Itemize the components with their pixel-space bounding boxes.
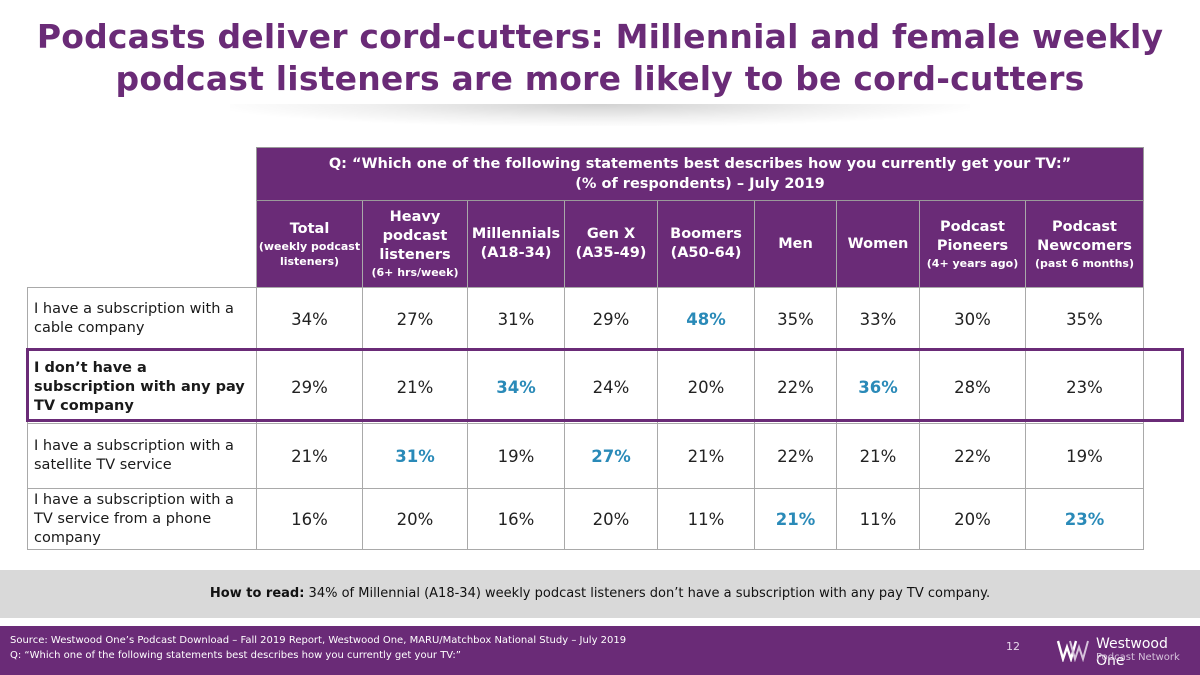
slide-title: Podcasts deliver cord-cutters: Millennia… <box>0 16 1200 100</box>
source-line: Source: Westwood One’s Podcast Download … <box>10 635 627 646</box>
table-cell: 27% <box>362 287 468 351</box>
westwood-one-logo: Westwood One Podcast Network <box>1056 636 1196 669</box>
footer-bar: Source: Westwood One’s Podcast Download … <box>0 626 1200 675</box>
table-cell: 22% <box>754 423 837 489</box>
table-cell-highlight: 23% <box>1025 488 1144 550</box>
table-row-satellite: I have a subscription with a satellite T… <box>27 423 1144 489</box>
table-cell: 22% <box>919 423 1026 489</box>
table-corner <box>27 147 257 201</box>
table-cell: 19% <box>1025 423 1144 489</box>
table-cell: 16% <box>256 488 363 550</box>
table-cell: 11% <box>836 488 920 550</box>
table-cell: 33% <box>836 287 920 351</box>
column-header-millennials: Millennials (A18-34) <box>467 200 565 288</box>
table-cell: 19% <box>467 423 565 489</box>
slide-title-line-1: Podcasts deliver cord-cutters: Millennia… <box>36 17 1164 56</box>
row-label: I have a subscription with a satellite T… <box>27 423 257 489</box>
how-to-read-text: 34% of Millennial (A18-34) weekly podcas… <box>304 586 991 601</box>
column-header-sub: (6+ hrs/week) <box>371 266 459 279</box>
column-header-label: Heavy podcast listeners <box>379 209 451 263</box>
column-header-label: Women <box>847 235 909 252</box>
column-header-sub: (past 6 months) <box>1035 256 1134 270</box>
table-cell-highlight: 21% <box>754 488 837 550</box>
table-cell: 22% <box>754 350 837 424</box>
row-label: I have a subscription with a cable compa… <box>27 287 257 351</box>
question-header-line-2: (% of respondents) – July 2019 <box>575 176 825 192</box>
column-header-label: Men <box>778 235 813 252</box>
table-cell: 29% <box>564 287 658 351</box>
column-header-pioneers: Podcast Pioneers (4+ years ago) <box>919 200 1026 288</box>
column-header-sub: (4+ years ago) <box>926 256 1019 270</box>
column-header-heavy: Heavy podcast listeners (6+ hrs/week) <box>362 200 468 288</box>
table-cell: 21% <box>256 423 363 489</box>
table-cell: 21% <box>836 423 920 489</box>
table-cell: 11% <box>657 488 755 550</box>
table-cell-highlight: 27% <box>564 423 658 489</box>
logo-name: Westwood One <box>1096 636 1168 669</box>
column-header-genx: Gen X (A35-49) <box>564 200 658 288</box>
table-cell: 23% <box>1025 350 1144 424</box>
table-cell: 30% <box>919 287 1026 351</box>
table-cell: 16% <box>467 488 565 550</box>
table-row-phone-company: I have a subscription with a TV service … <box>27 488 1144 550</box>
table-cell: 20% <box>919 488 1026 550</box>
table-cell-highlight: 34% <box>467 350 565 424</box>
table-cell-highlight: 36% <box>836 350 920 424</box>
wave-logo-icon <box>1056 640 1089 662</box>
table-cell: 31% <box>467 287 565 351</box>
table-cell: 20% <box>362 488 468 550</box>
table-row-no-pay-tv: I don’t have a subscription with any pay… <box>27 350 1144 424</box>
table-cell: 20% <box>657 350 755 424</box>
how-to-read-bar: How to read: 34% of Millennial (A18-34) … <box>0 570 1200 618</box>
how-to-read-label: How to read: <box>209 586 305 601</box>
question-line: Q: “Which one of the following statement… <box>10 650 461 661</box>
logo-subtitle: Podcast Network <box>1096 652 1180 663</box>
table-cell: 20% <box>564 488 658 550</box>
column-header-newcomers: Podcast Newcomers (past 6 months) <box>1025 200 1144 288</box>
table-corner-2 <box>27 200 257 288</box>
column-header-boomers: Boomers (A50-64) <box>657 200 755 288</box>
column-header-label: Millennials (A18-34) <box>471 226 561 261</box>
question-header-line-1: Q: “Which one of the following statement… <box>328 156 1072 172</box>
table-cell: 28% <box>919 350 1026 424</box>
row-label: I don’t have a subscription with any pay… <box>27 350 257 424</box>
table-cell: 21% <box>362 350 468 424</box>
table-cell: 35% <box>754 287 837 351</box>
table-cell: 21% <box>657 423 755 489</box>
question-header: Q: “Which one of the following statement… <box>256 147 1144 201</box>
column-header-sub: (weekly podcast listeners) <box>258 239 361 268</box>
page-number: 12 <box>1006 640 1020 653</box>
column-header-label: Total <box>289 220 330 237</box>
table-cell-highlight: 31% <box>362 423 468 489</box>
table-row-cable: I have a subscription with a cable compa… <box>27 287 1144 351</box>
table-cell: 34% <box>256 287 363 351</box>
table-cell: 29% <box>256 350 363 424</box>
column-header-men: Men <box>754 200 837 288</box>
column-header-label: Podcast Pioneers <box>936 218 1009 254</box>
column-header-total: Total (weekly podcast listeners) <box>256 200 363 288</box>
column-header-women: Women <box>836 200 920 288</box>
title-shadow-divider <box>230 104 970 126</box>
table-cell: 35% <box>1025 287 1144 351</box>
column-header-label: Podcast Newcomers <box>1037 218 1132 254</box>
table-cell: 24% <box>564 350 658 424</box>
column-header-label: Gen X (A35-49) <box>575 226 647 261</box>
slide-title-line-2: podcast listeners are more likely to be … <box>115 59 1085 98</box>
table-cell-highlight: 48% <box>657 287 755 351</box>
source-note: Source: Westwood One’s Podcast Download … <box>10 633 626 663</box>
column-header-label: Boomers (A50-64) <box>670 226 742 261</box>
row-label: I have a subscription with a TV service … <box>27 488 257 550</box>
results-table: Q: “Which one of the following statement… <box>27 147 1144 550</box>
